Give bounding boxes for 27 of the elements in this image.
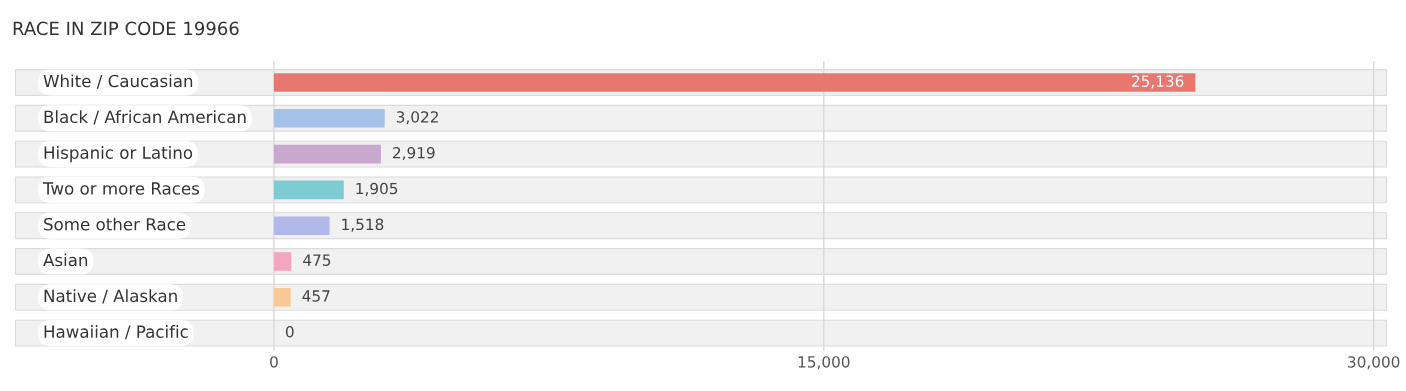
x-tick-label: 0 bbox=[270, 356, 278, 368]
data-label: 475 bbox=[303, 254, 331, 266]
y-tick-label: Asian bbox=[43, 253, 88, 267]
y-tick-label: White / Caucasian bbox=[43, 74, 193, 89]
data-label: 1,518 bbox=[342, 218, 384, 232]
y-tick-label: Black / African American bbox=[44, 110, 246, 125]
data-label: 2,919 bbox=[393, 146, 435, 161]
x-tick-label: 15,000 bbox=[798, 356, 850, 370]
bar bbox=[273, 216, 330, 235]
y-tick-label: Two or more Races bbox=[42, 182, 200, 195]
bar bbox=[273, 252, 292, 271]
data-label: 0 bbox=[285, 325, 294, 338]
bar bbox=[273, 287, 291, 307]
y-tick-label: Some other Race bbox=[44, 217, 186, 231]
data-label: 457 bbox=[302, 290, 330, 302]
bar bbox=[273, 73, 1196, 92]
y-tick-label: Native / Alaskan bbox=[44, 289, 177, 304]
x-tick-label: 30,000 bbox=[1348, 356, 1400, 370]
y-tick-label: Hispanic or Latino bbox=[44, 146, 193, 163]
data-label: 3,022 bbox=[396, 111, 438, 125]
bar bbox=[273, 144, 381, 164]
chart-title: RACE IN ZIP CODE 19966 bbox=[13, 21, 239, 36]
bar bbox=[273, 108, 385, 128]
y-tick-label: Hawaiian / Pacific bbox=[44, 325, 188, 340]
data-label: 25,136 bbox=[1132, 75, 1184, 89]
data-label: 1,905 bbox=[356, 182, 398, 196]
bar bbox=[273, 180, 344, 200]
